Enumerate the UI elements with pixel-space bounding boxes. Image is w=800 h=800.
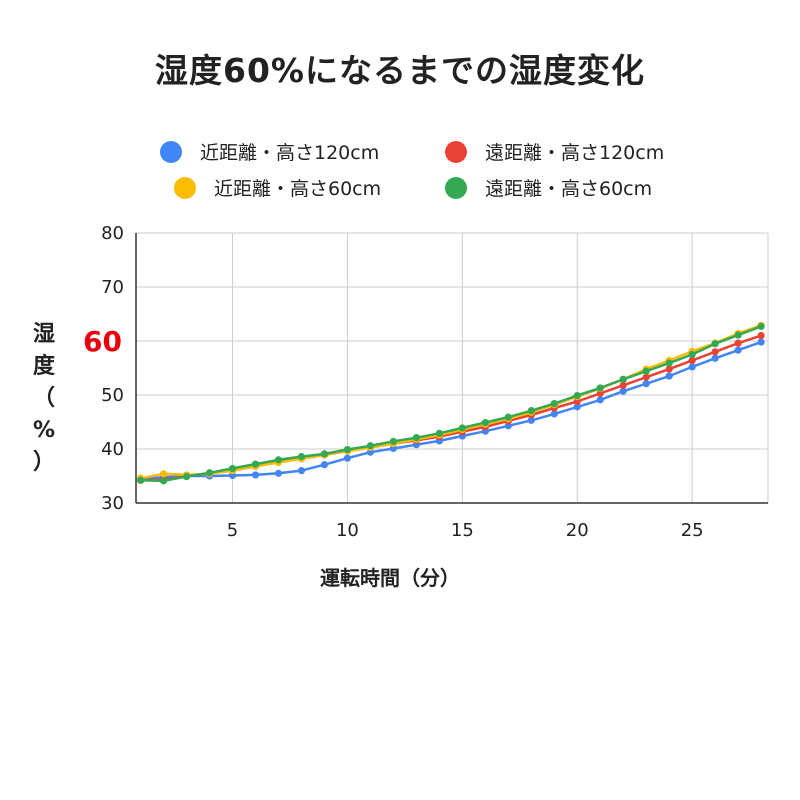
x-axis-label: 運転時間（分）	[320, 566, 460, 590]
data-point	[527, 416, 535, 424]
x-tick-label: 5	[227, 520, 238, 541]
data-point	[619, 381, 627, 389]
y-tick-label: 50	[101, 385, 124, 406]
data-point	[228, 464, 237, 473]
legend-marker	[445, 141, 467, 163]
data-point	[320, 450, 329, 458]
data-point	[734, 339, 742, 347]
data-point	[320, 461, 329, 469]
data-point	[504, 413, 512, 421]
data-point	[642, 373, 650, 381]
data-point	[596, 384, 604, 392]
data-point	[711, 348, 719, 356]
tick-labels: 30 40 50 70 80 60 5 10 15 20 25	[83, 223, 704, 541]
data-point	[573, 391, 581, 400]
y-tick-label: 80	[101, 223, 124, 244]
data-point	[159, 477, 168, 485]
y-tick-label-highlight: 60	[83, 325, 122, 358]
data-point	[688, 363, 696, 371]
legend-label: 近距離・高さ60cm	[214, 178, 381, 200]
x-tick-label: 15	[451, 520, 474, 541]
y-axis-label-char: （	[33, 386, 55, 411]
legend-item: 近距離・高さ60cm	[174, 177, 381, 200]
series-2	[136, 332, 765, 484]
legend-marker	[160, 141, 182, 163]
data-point	[573, 403, 581, 411]
data-point	[619, 387, 627, 395]
data-point	[757, 338, 765, 346]
data-point	[642, 380, 650, 388]
data-point	[481, 418, 489, 427]
data-point	[343, 454, 352, 462]
data-point	[711, 340, 719, 348]
y-axis-label-char: %	[33, 418, 55, 443]
axes	[135, 233, 768, 504]
x-tick-label: 20	[566, 520, 589, 541]
data-point	[757, 332, 765, 340]
legend-marker	[445, 177, 467, 199]
data-point	[734, 346, 742, 354]
y-axis-label-char: ）	[33, 450, 55, 475]
series-3	[136, 321, 765, 482]
data-point	[205, 469, 214, 477]
y-axis-label-char: 湿	[33, 322, 55, 347]
series-line	[140, 324, 762, 480]
chart-title: 湿度60%になるまでの湿度変化	[155, 51, 645, 90]
data-point	[274, 456, 283, 464]
data-point	[297, 452, 306, 461]
legend-item: 遠距離・高さ60cm	[445, 177, 652, 200]
data-point	[642, 367, 650, 375]
data-point	[688, 356, 696, 365]
data-point	[757, 322, 765, 331]
data-point	[343, 445, 352, 454]
axis-labels: 湿度 （% ） 運転時間（分）	[33, 322, 460, 590]
data-point	[251, 460, 260, 468]
legend-marker	[174, 177, 196, 199]
data-point	[159, 470, 168, 478]
data-point	[596, 396, 604, 404]
legend-item: 遠距離・高さ120cm	[445, 141, 664, 164]
series-group	[136, 321, 765, 485]
y-tick-label: 70	[101, 277, 124, 298]
data-point	[412, 434, 420, 442]
legend-label: 遠距離・高さ120cm	[485, 142, 664, 164]
data-point	[182, 472, 191, 481]
data-point	[665, 365, 673, 373]
y-tick-label: 40	[101, 439, 124, 460]
data-point	[389, 437, 397, 446]
data-point	[550, 410, 558, 418]
series-4	[136, 322, 765, 485]
legend: 近距離・高さ120cm 遠距離・高さ120cm 近距離・高さ60cm 遠距離・高さ60…	[160, 141, 664, 200]
data-point	[619, 375, 627, 383]
data-point	[734, 331, 742, 339]
data-point	[527, 407, 535, 415]
data-point	[665, 372, 673, 380]
data-point	[458, 424, 466, 432]
y-axis-label-char: 度	[33, 353, 56, 379]
legend-label: 近距離・高さ120cm	[200, 142, 379, 164]
x-tick-label: 25	[681, 520, 704, 541]
data-point	[366, 442, 375, 450]
data-point	[665, 359, 673, 367]
series-line	[140, 325, 762, 483]
data-point	[251, 471, 260, 479]
legend-item: 近距離・高さ120cm	[160, 141, 379, 164]
series-line	[140, 340, 762, 481]
data-point	[297, 467, 306, 475]
data-point	[550, 400, 558, 408]
data-point	[711, 354, 719, 362]
y-tick-label: 30	[101, 493, 124, 514]
data-point	[274, 469, 283, 477]
legend-label: 遠距離・高さ60cm	[485, 178, 652, 200]
x-tick-label: 10	[336, 520, 359, 541]
data-point	[688, 350, 696, 359]
data-point	[136, 476, 145, 484]
data-point	[435, 429, 443, 437]
